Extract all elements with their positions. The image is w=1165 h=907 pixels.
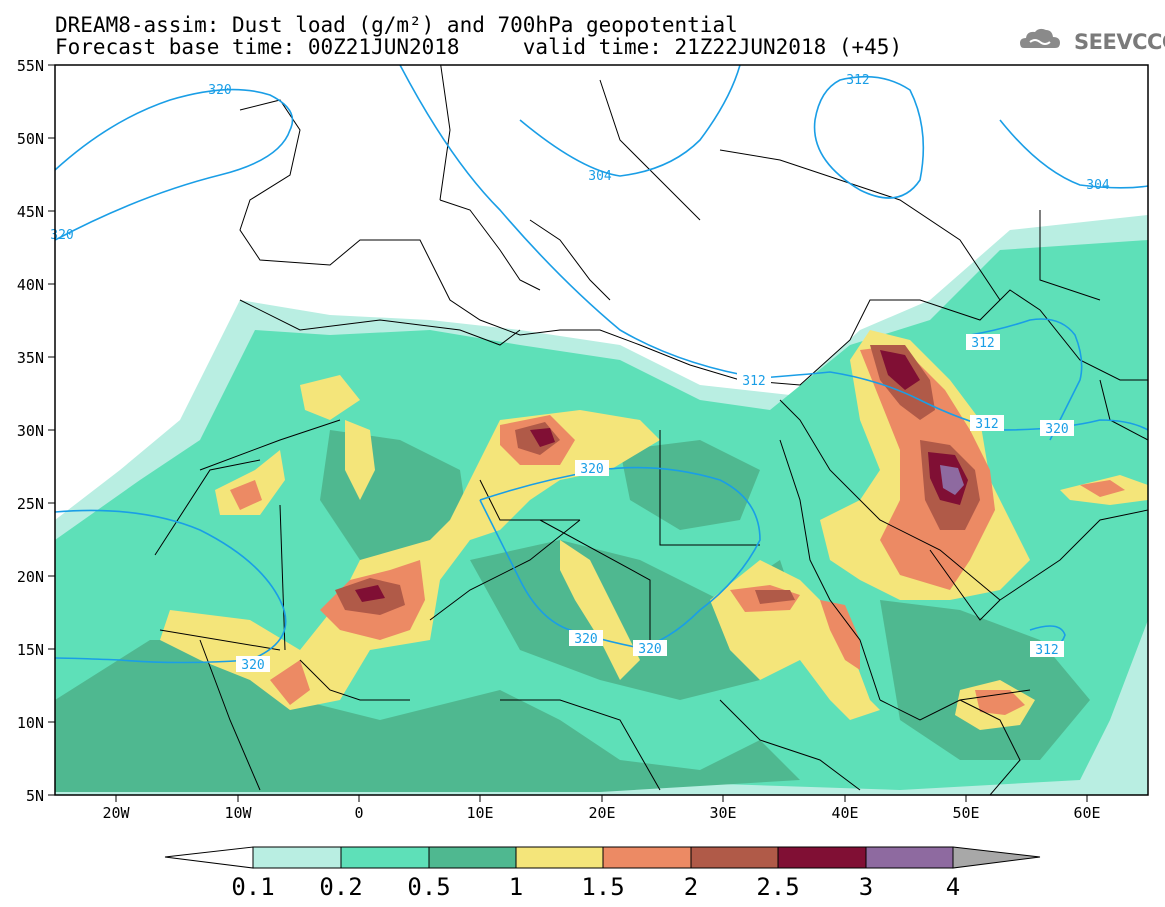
colorbar-tick: 2 bbox=[684, 873, 698, 901]
longitude-axis bbox=[115, 795, 1088, 802]
lat-label: 50N bbox=[17, 130, 44, 148]
contour-label: 312 bbox=[846, 73, 869, 88]
lat-label: 20N bbox=[17, 568, 44, 586]
contour-label: 312 bbox=[971, 336, 994, 351]
borders bbox=[154, 65, 1148, 795]
colorbar-bin bbox=[428, 846, 517, 869]
lat-label: 35N bbox=[17, 349, 44, 367]
contour-label: 320 bbox=[50, 228, 73, 243]
lat-label: 25N bbox=[17, 495, 44, 513]
lon-label: 10E bbox=[466, 804, 493, 822]
latitude-labels: 55N 50N 45N 40N 35N 30N 25N 20N 15N 10N … bbox=[17, 57, 44, 805]
lat-label: 55N bbox=[17, 57, 44, 75]
lon-label: 60E bbox=[1073, 804, 1100, 822]
lon-label: 0 bbox=[354, 804, 363, 822]
logo-text: SEEVCCC bbox=[1074, 30, 1165, 54]
contour-label: 312 bbox=[975, 417, 998, 432]
lon-label: 50E bbox=[952, 804, 979, 822]
colorbar bbox=[164, 846, 1041, 869]
colorbar-bin bbox=[602, 846, 692, 869]
lat-label: 45N bbox=[17, 203, 44, 221]
colorbar-tick: 4 bbox=[946, 873, 960, 901]
colorbar-tick: 0.5 bbox=[407, 873, 450, 901]
contour-label: 320 bbox=[638, 642, 661, 657]
colorbar-tick: 0.1 bbox=[231, 873, 274, 901]
contour-label: 304 bbox=[588, 169, 612, 184]
longitude-labels: 20W 10W 0 10E 20E 30E 40E 50E 60E bbox=[102, 804, 1100, 822]
colorbar-tick: 0.2 bbox=[319, 873, 362, 901]
contour-label: 320 bbox=[241, 658, 264, 673]
dust-fields bbox=[55, 65, 1148, 795]
lat-label: 10N bbox=[17, 714, 44, 732]
cloud-logo-icon bbox=[1020, 28, 1060, 48]
colorbar-tick: 2.5 bbox=[756, 873, 799, 901]
lon-label: 30E bbox=[709, 804, 736, 822]
contour-label: 320 bbox=[574, 632, 597, 647]
colorbar-bin bbox=[777, 846, 867, 869]
colorbar-arrow-right bbox=[952, 846, 1041, 869]
map-title: DREAM8-assim: Dust load (g/m²) and 700hP… bbox=[55, 13, 738, 37]
contour-label: 312 bbox=[742, 374, 765, 389]
colorbar-labels: 0.1 0.2 0.5 1 1.5 2 2.5 3 4 bbox=[231, 873, 960, 901]
contour-label: 320 bbox=[580, 462, 603, 477]
colorbar-bin bbox=[690, 846, 779, 869]
lon-label: 20E bbox=[588, 804, 615, 822]
colorbar-bin bbox=[865, 846, 954, 869]
forecast-times: Forecast base time: 00Z21JUN2018 valid t… bbox=[55, 35, 903, 59]
lon-label: 40E bbox=[831, 804, 858, 822]
lat-label: 5N bbox=[26, 787, 44, 805]
latitude-axis bbox=[48, 64, 55, 796]
colorbar-bin bbox=[252, 846, 342, 869]
lon-label: 20W bbox=[102, 804, 130, 822]
lat-label: 15N bbox=[17, 641, 44, 659]
contour-label: 304 bbox=[1086, 178, 1110, 193]
colorbar-tick: 3 bbox=[859, 873, 873, 901]
colorbar-bin bbox=[515, 846, 604, 869]
colorbar-tick: 1.5 bbox=[581, 873, 624, 901]
contour-labels: 320 320 304 312 304 312 312 312 320 320 … bbox=[50, 73, 1110, 673]
contour-label: 320 bbox=[1045, 422, 1068, 437]
contour-label: 320 bbox=[208, 83, 231, 98]
lat-label: 40N bbox=[17, 276, 44, 294]
colorbar-arrow-left bbox=[164, 846, 254, 869]
lon-label: 10W bbox=[224, 804, 252, 822]
contour-label: 312 bbox=[1035, 643, 1058, 658]
lat-label: 30N bbox=[17, 422, 44, 440]
colorbar-tick: 1 bbox=[509, 873, 523, 901]
colorbar-bin bbox=[340, 846, 430, 869]
